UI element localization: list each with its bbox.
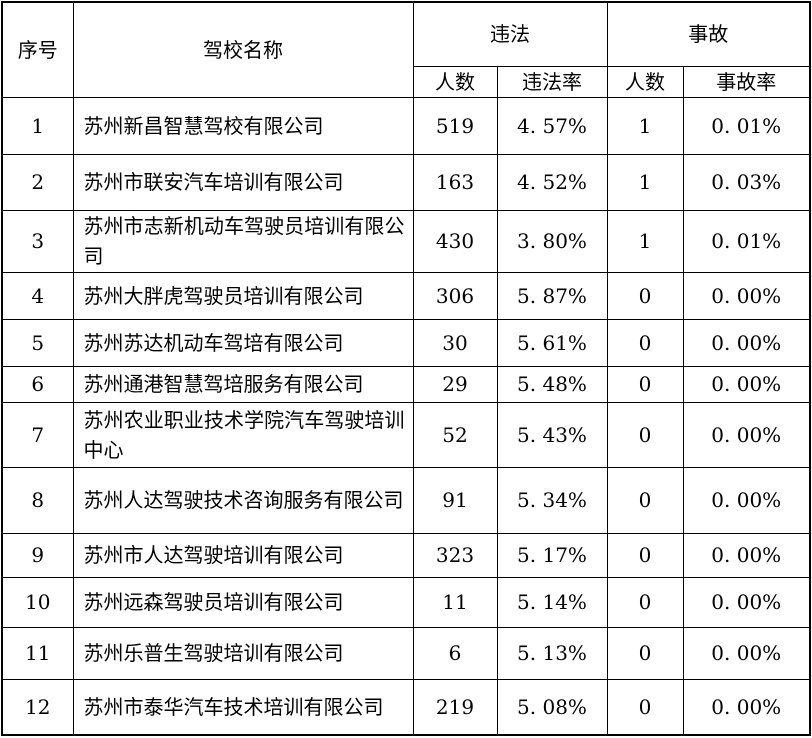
violation-count: 519 [412,96,498,155]
violation-count: 430 [412,209,498,273]
accident-count: 0 [606,401,684,468]
violation-count: 219 [412,678,498,736]
table-row: 10 苏州远森驾驶员培训有限公司 11 5. 14% 0 0. 00% [1,576,811,628]
school-name: 苏州乐普生驾驶培训有限公司 [72,626,414,680]
table-row: 9 苏州市人达驾驶培训有限公司 323 5. 17% 0 0. 00% [1,532,811,578]
school-name: 苏州农业职业技术学院汽车驾驶培训中心 [72,401,414,468]
header-school-name: 驾校名称 [72,1,414,98]
violation-rate: 5. 61% [496,318,608,367]
accident-count: 1 [606,209,684,273]
violation-count: 11 [412,576,498,628]
violation-count: 30 [412,318,498,367]
violation-rate: 5. 43% [496,401,608,468]
accident-rate: 0. 00% [682,678,811,736]
row-index: 10 [1,576,74,628]
table-row: 7 苏州农业职业技术学院汽车驾驶培训中心 52 5. 43% 0 0. 00% [1,401,811,468]
accident-rate: 0. 00% [682,401,811,468]
school-name: 苏州远森驾驶员培训有限公司 [72,576,414,628]
violation-rate: 5. 17% [496,532,608,578]
table-row: 1 苏州新昌智慧驾校有限公司 519 4. 57% 1 0. 01% [1,96,811,155]
violation-count: 29 [412,365,498,403]
violation-rate: 4. 52% [496,153,608,211]
accident-rate: 0. 00% [682,466,811,534]
accident-rate: 0. 00% [682,626,811,680]
violation-rate: 5. 14% [496,576,608,628]
violation-rate: 4. 57% [496,96,608,155]
accident-count: 0 [606,318,684,367]
violation-count: 6 [412,626,498,680]
school-name: 苏州大胖虎驾驶员培训有限公司 [72,271,414,320]
accident-count: 1 [606,153,684,211]
violation-rate: 3. 80% [496,209,608,273]
row-index: 4 [1,271,74,320]
row-index: 1 [1,96,74,155]
row-index: 5 [1,318,74,367]
table-row: 5 苏州苏达机动车驾培有限公司 30 5. 61% 0 0. 00% [1,318,811,367]
accident-count: 0 [606,678,684,736]
header-row-groups: 序号 驾校名称 违法 事故 [1,1,811,98]
table-row: 6 苏州通港智慧驾培服务有限公司 29 5. 48% 0 0. 00% [1,365,811,403]
accident-count: 0 [606,365,684,403]
header-group-violation: 违法 [412,1,608,67]
row-index: 9 [1,532,74,578]
violation-rate: 5. 87% [496,271,608,320]
row-index: 8 [1,466,74,534]
row-index: 3 [1,209,74,273]
accident-count: 0 [606,532,684,578]
accident-rate: 0. 01% [682,209,811,273]
table-row: 2 苏州市联安汽车培训有限公司 163 4. 52% 1 0. 03% [1,153,811,211]
accident-rate: 0. 00% [682,532,811,578]
accident-rate: 0. 01% [682,96,811,155]
accident-count: 1 [606,96,684,155]
header-index: 序号 [1,1,74,98]
violation-rate: 5. 48% [496,365,608,403]
row-index: 6 [1,365,74,403]
table-row: 8 苏州人达驾驶技术咨询服务有限公司 91 5. 34% 0 0. 00% [1,466,811,534]
header-violation-rate: 违法率 [496,65,608,98]
violation-count: 91 [412,466,498,534]
table-row: 12 苏州市泰华汽车技术培训有限公司 219 5. 08% 0 0. 00% [1,678,811,736]
row-index: 2 [1,153,74,211]
header-accident-count: 人数 [606,65,684,98]
table-row: 3 苏州市志新机动车驾驶员培训有限公司 430 3. 80% 1 0. 01% [1,209,811,273]
violation-count: 323 [412,532,498,578]
accident-rate: 0. 00% [682,365,811,403]
school-name: 苏州通港智慧驾培服务有限公司 [72,365,414,403]
accident-rate: 0. 00% [682,576,811,628]
school-name: 苏州苏达机动车驾培有限公司 [72,318,414,367]
school-name: 苏州市志新机动车驾驶员培训有限公司 [72,209,414,273]
violation-count: 306 [412,271,498,320]
row-index: 7 [1,401,74,468]
header-accident-rate: 事故率 [682,65,811,98]
accident-rate: 0. 00% [682,318,811,367]
violation-rate: 5. 13% [496,626,608,680]
accident-count: 0 [606,271,684,320]
violation-rate: 5. 34% [496,466,608,534]
school-name: 苏州市人达驾驶培训有限公司 [72,532,414,578]
row-index: 11 [1,626,74,680]
accident-count: 0 [606,626,684,680]
table-row: 11 苏州乐普生驾驶培训有限公司 6 5. 13% 0 0. 00% [1,626,811,680]
violation-count: 52 [412,401,498,468]
school-name: 苏州市泰华汽车技术培训有限公司 [72,678,414,736]
school-name: 苏州新昌智慧驾校有限公司 [72,96,414,155]
row-index: 12 [1,678,74,736]
school-name: 苏州市联安汽车培训有限公司 [72,153,414,211]
accident-rate: 0. 00% [682,271,811,320]
accident-count: 0 [606,576,684,628]
school-name: 苏州人达驾驶技术咨询服务有限公司 [72,466,414,534]
table-row: 4 苏州大胖虎驾驶员培训有限公司 306 5. 87% 0 0. 00% [1,271,811,320]
violation-rate: 5. 08% [496,678,608,736]
accident-rate: 0. 03% [682,153,811,211]
header-group-accident: 事故 [606,1,811,67]
header-violation-count: 人数 [412,65,498,98]
accident-count: 0 [606,466,684,534]
violation-count: 163 [412,153,498,211]
